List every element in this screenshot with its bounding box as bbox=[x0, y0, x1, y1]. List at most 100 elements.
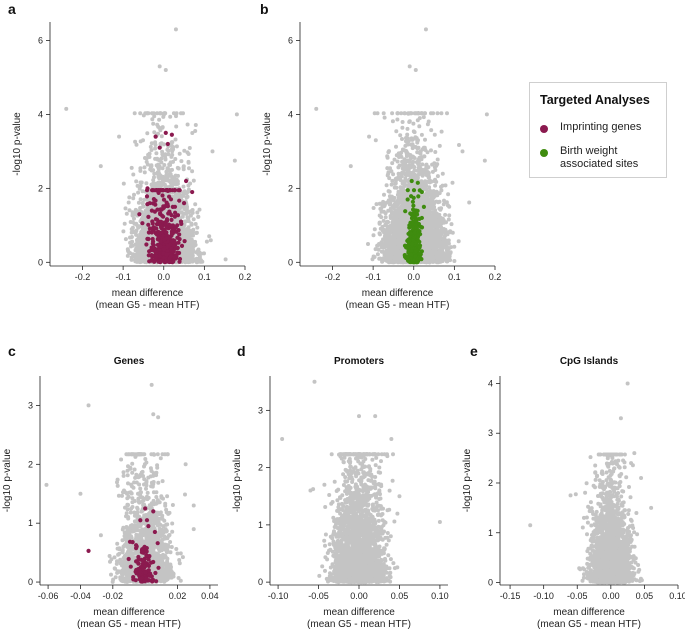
highlight-point-outlier bbox=[181, 201, 187, 206]
data-point bbox=[168, 180, 173, 185]
data-point bbox=[138, 260, 143, 265]
highlight-point bbox=[165, 188, 170, 193]
data-point bbox=[187, 146, 192, 150]
highlight-point bbox=[182, 239, 187, 244]
data-point-outlier bbox=[234, 112, 239, 117]
highlight-point bbox=[146, 214, 151, 219]
highlight-point bbox=[176, 240, 181, 245]
data-point bbox=[202, 251, 206, 256]
data-point bbox=[147, 155, 152, 159]
data-point bbox=[149, 148, 154, 152]
data-point bbox=[172, 180, 177, 184]
data-point bbox=[166, 148, 171, 153]
highlight-point bbox=[167, 235, 172, 241]
data-point bbox=[131, 172, 136, 177]
data-point-outlier bbox=[117, 134, 122, 139]
data-point bbox=[149, 163, 154, 168]
data-point bbox=[200, 259, 205, 264]
x-tick-label: 0.0 bbox=[157, 272, 170, 282]
background-points bbox=[314, 27, 489, 265]
highlight-point bbox=[156, 190, 161, 195]
data-point bbox=[377, 231, 382, 236]
highlight-point bbox=[162, 247, 167, 252]
data-point bbox=[155, 156, 160, 161]
highlight-point bbox=[144, 194, 150, 199]
highlight-point bbox=[169, 213, 174, 218]
data-point bbox=[133, 139, 138, 144]
data-point-outlier bbox=[157, 64, 162, 69]
data-point bbox=[138, 139, 143, 144]
data-point bbox=[197, 256, 202, 261]
highlight-point bbox=[149, 258, 154, 263]
highlight-point bbox=[175, 250, 180, 255]
highlight-point bbox=[170, 204, 175, 209]
x-axis-label: mean difference bbox=[112, 288, 184, 299]
data-point bbox=[152, 171, 157, 176]
data-point bbox=[164, 177, 169, 182]
data-point bbox=[185, 258, 190, 263]
highlight-point bbox=[150, 188, 155, 193]
data-point bbox=[197, 207, 202, 212]
data-point-outlier bbox=[64, 106, 69, 111]
data-point bbox=[132, 111, 137, 116]
data-point bbox=[182, 148, 187, 153]
data-point bbox=[123, 206, 128, 211]
highlight-point bbox=[169, 217, 174, 222]
data-point bbox=[173, 137, 178, 142]
data-point bbox=[184, 234, 189, 239]
highlight-point bbox=[163, 221, 168, 226]
highlight-point bbox=[174, 229, 179, 234]
data-point bbox=[170, 140, 175, 145]
data-point bbox=[160, 125, 165, 130]
data-point bbox=[145, 162, 150, 167]
data-point bbox=[166, 152, 171, 157]
data-point bbox=[158, 141, 163, 146]
highlight-point bbox=[146, 236, 151, 242]
data-point bbox=[157, 117, 162, 122]
y-axis-label: -log10 p-value bbox=[12, 112, 23, 176]
data-point bbox=[156, 195, 161, 199]
highlight-point bbox=[177, 259, 182, 264]
highlight-point bbox=[153, 217, 158, 222]
data-point bbox=[145, 131, 150, 136]
data-point bbox=[156, 124, 161, 129]
highlight-point bbox=[151, 225, 156, 230]
highlight-point bbox=[172, 188, 177, 193]
data-point bbox=[195, 225, 200, 230]
data-point bbox=[138, 255, 143, 260]
data-point-outlier bbox=[173, 27, 178, 32]
highlight-point bbox=[150, 221, 155, 226]
data-point bbox=[170, 149, 175, 154]
data-point bbox=[156, 182, 161, 186]
data-point bbox=[188, 233, 193, 238]
data-point bbox=[170, 167, 174, 172]
data-point bbox=[189, 246, 194, 251]
data-point bbox=[183, 227, 188, 232]
data-point bbox=[170, 174, 174, 179]
data-point bbox=[171, 200, 176, 205]
highlight-point bbox=[179, 221, 184, 226]
data-point bbox=[130, 243, 135, 248]
data-point bbox=[165, 166, 170, 171]
data-point bbox=[151, 178, 156, 183]
data-point bbox=[125, 253, 130, 258]
highlight-point bbox=[164, 230, 169, 235]
data-point bbox=[157, 172, 162, 177]
data-point bbox=[139, 249, 144, 254]
data-point bbox=[184, 211, 189, 216]
data-point bbox=[186, 159, 191, 164]
highlight-point bbox=[169, 223, 174, 228]
data-point bbox=[143, 256, 148, 261]
data-point bbox=[142, 165, 147, 170]
data-point-outlier bbox=[210, 149, 215, 154]
data-point bbox=[421, 115, 426, 120]
data-point-outlier bbox=[163, 68, 168, 73]
highlight-point bbox=[171, 249, 176, 254]
data-point bbox=[382, 192, 386, 197]
data-point bbox=[121, 181, 126, 186]
highlight-point bbox=[175, 235, 180, 240]
data-point bbox=[185, 122, 190, 127]
highlight-point-outlier bbox=[190, 189, 195, 195]
data-point bbox=[400, 125, 405, 130]
data-point bbox=[159, 134, 164, 139]
